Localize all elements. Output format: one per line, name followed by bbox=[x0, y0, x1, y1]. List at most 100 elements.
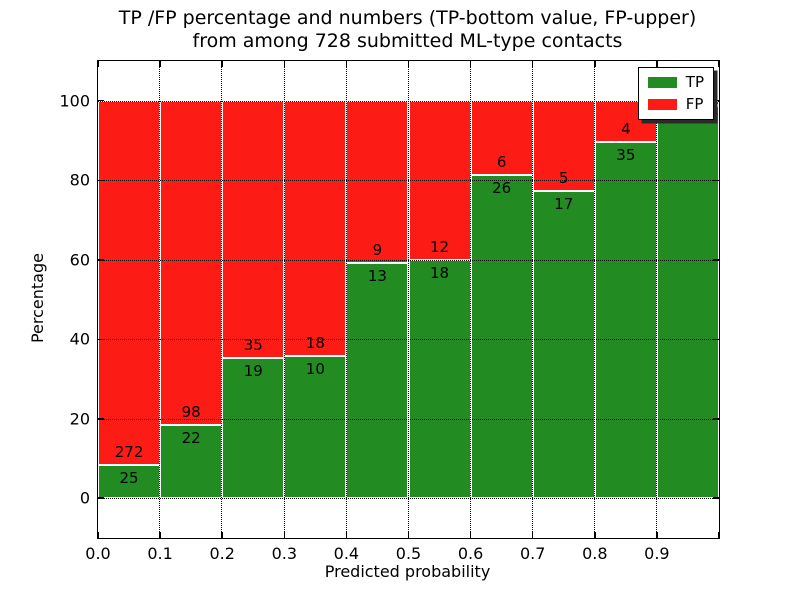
bar-segment-fp bbox=[284, 100, 347, 357]
y-tick-mark bbox=[713, 99, 719, 102]
x-tick-mark bbox=[469, 532, 472, 538]
x-tick-mark bbox=[345, 532, 348, 538]
y-tick-label: 60 bbox=[69, 250, 90, 270]
chart-title-line2: from among 728 submitted ML-type contact… bbox=[192, 30, 623, 52]
x-tick-label: 0.5 bbox=[395, 544, 422, 563]
y-axis-label-wrap: Percentage bbox=[24, 60, 50, 537]
x-tick-mark bbox=[159, 532, 161, 538]
y-tick-mark bbox=[98, 99, 104, 102]
y-tick-mark bbox=[713, 179, 719, 181]
y-tick-mark bbox=[98, 259, 104, 261]
x-tick-mark bbox=[656, 532, 658, 538]
x-tick-mark bbox=[594, 61, 596, 67]
x-tick-label: 0.1 bbox=[147, 544, 173, 563]
bar-segment-tp bbox=[98, 464, 161, 499]
bar-segment-fp bbox=[346, 100, 409, 264]
x-gridline bbox=[159, 61, 161, 538]
x-tick-label: 0.8 bbox=[582, 544, 608, 563]
x-tick-mark bbox=[531, 61, 534, 67]
x-gridline bbox=[594, 61, 596, 538]
x-gridline bbox=[656, 61, 658, 538]
bar-value-fp: 272 bbox=[114, 442, 144, 461]
legend-entry: FP bbox=[647, 95, 704, 113]
chart-title-line1: TP /FP percentage and numbers (TP-bottom… bbox=[118, 7, 697, 29]
y-tick-mark bbox=[98, 338, 104, 340]
x-tick-mark bbox=[407, 532, 410, 538]
bar-value-tp: 26 bbox=[492, 179, 512, 198]
x-tick-label: 0.7 bbox=[519, 544, 546, 563]
x-tick-mark bbox=[97, 532, 99, 538]
x-tick-mark bbox=[656, 61, 658, 67]
x-tick-mark bbox=[159, 61, 161, 67]
x-axis-label: Predicted probability bbox=[324, 562, 491, 581]
y-tick-mark bbox=[713, 418, 719, 420]
bar-value-tp: 19 bbox=[243, 362, 263, 381]
bar-value-tp: 10 bbox=[305, 360, 325, 379]
bar-value-fp: 98 bbox=[181, 403, 201, 422]
x-tick-mark bbox=[531, 532, 534, 538]
x-gridline bbox=[407, 61, 409, 538]
tp-legend-swatch bbox=[647, 77, 677, 88]
bar-value-fp: 6 bbox=[496, 153, 507, 172]
y-tick-mark bbox=[713, 497, 719, 499]
bar-segment-fp bbox=[532, 100, 595, 192]
legend: TP FP bbox=[637, 67, 714, 120]
bar-segment-tp bbox=[160, 425, 223, 499]
bar-value-tp: 22 bbox=[181, 429, 201, 448]
bar-segment-tp bbox=[408, 259, 471, 499]
chart-title: TP /FP percentage and numbers (TP-bottom… bbox=[97, 7, 718, 53]
bar-value-fp: 5 bbox=[558, 169, 569, 188]
y-tick-label: 100 bbox=[59, 91, 90, 111]
bar-segment-tp bbox=[222, 358, 285, 499]
bar-segment-tp bbox=[656, 105, 719, 499]
x-gridline bbox=[283, 61, 285, 538]
x-tick-label: 0.9 bbox=[644, 544, 670, 563]
bar-value-tp: 18 bbox=[430, 263, 450, 282]
y-tick-mark bbox=[98, 418, 104, 420]
x-tick-mark bbox=[407, 61, 410, 67]
x-tick-label: 0.3 bbox=[271, 544, 298, 563]
bar-value-tp: 35 bbox=[616, 145, 636, 164]
bar-segment-tp bbox=[346, 263, 409, 499]
y-tick-label: 40 bbox=[69, 329, 90, 349]
y-axis-label: Percentage bbox=[27, 253, 47, 344]
fp-legend-swatch bbox=[647, 99, 677, 110]
y-tick-label: 20 bbox=[69, 409, 90, 429]
y-tick-mark bbox=[713, 259, 719, 261]
y-tick-label: 0 bbox=[79, 488, 90, 508]
bar-value-fp: 35 bbox=[243, 336, 263, 355]
bar-value-fp: 12 bbox=[430, 237, 450, 256]
x-tick-mark bbox=[97, 61, 99, 67]
bar-value-tp: 17 bbox=[554, 195, 574, 214]
y-tick-label: 80 bbox=[69, 170, 90, 190]
x-tick-mark bbox=[283, 532, 286, 538]
x-tick-label: 0.4 bbox=[333, 544, 360, 563]
x-gridline bbox=[345, 61, 347, 538]
x-gridline bbox=[531, 61, 533, 538]
bar-value-fp: 18 bbox=[305, 334, 325, 353]
x-tick-label: 0.2 bbox=[209, 544, 235, 563]
x-tick-mark bbox=[221, 61, 223, 67]
bar-segment-fp bbox=[222, 100, 285, 359]
x-tick-mark bbox=[283, 61, 286, 67]
x-tick-label: 0.6 bbox=[457, 544, 484, 563]
x-tick-label: 0.0 bbox=[85, 544, 111, 563]
bar-segment-fp bbox=[160, 100, 223, 426]
bar-value-fp: 4 bbox=[621, 119, 631, 138]
x-tick-mark bbox=[345, 61, 348, 67]
bar-segment-tp bbox=[594, 141, 657, 499]
x-tick-mark bbox=[594, 532, 596, 538]
bar-segment-tp bbox=[532, 191, 595, 499]
bar-value-tp: 25 bbox=[119, 468, 139, 487]
legend-label: FP bbox=[685, 95, 704, 113]
x-tick-mark bbox=[469, 61, 472, 67]
x-tick-mark bbox=[718, 61, 720, 67]
x-gridline bbox=[221, 61, 223, 538]
x-tick-mark bbox=[221, 532, 223, 538]
bar-segment-tp bbox=[470, 175, 533, 499]
legend-entry: TP bbox=[647, 75, 704, 90]
x-gridline bbox=[469, 61, 471, 538]
y-tick-mark bbox=[98, 179, 104, 181]
